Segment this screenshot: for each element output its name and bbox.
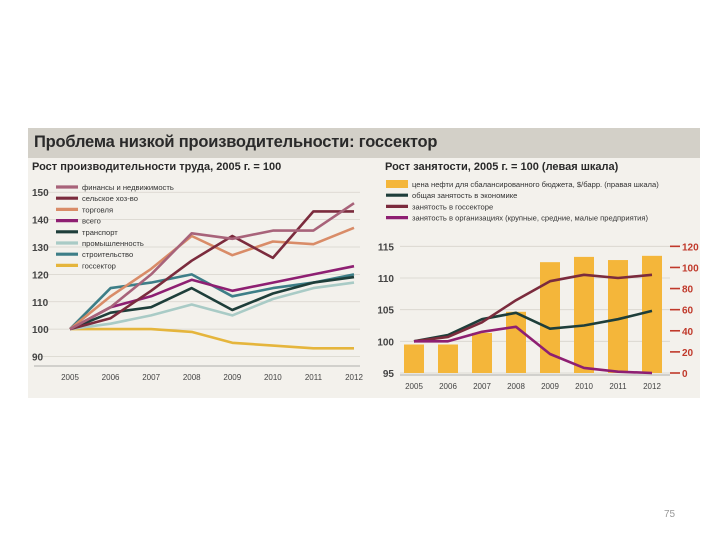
series-line (69, 210, 354, 331)
bar (472, 332, 492, 373)
figure-title: Проблема низкой производительности: госс… (34, 133, 438, 151)
bar (540, 262, 560, 373)
series-line (69, 281, 355, 331)
y-tick-label: 140 (32, 216, 49, 227)
legend-label: сельское хоз-во (82, 194, 138, 203)
left-y-tick-label: 110 (378, 274, 395, 285)
x-tick-label: 2005 (61, 373, 79, 382)
series-line (413, 309, 653, 343)
right-y-tick-label: 20 (682, 348, 694, 359)
y-tick-label: 150 (32, 188, 49, 199)
right-y-tick-label: 60 (682, 306, 694, 317)
legend-label: госсектор (82, 261, 116, 270)
series-line (69, 264, 355, 331)
x-tick-label: 2011 (609, 382, 627, 391)
right-y-tick-label: 120 (682, 242, 699, 253)
bar (404, 344, 424, 373)
bar (574, 256, 594, 373)
x-tick-label: 2010 (575, 382, 593, 391)
legend-label: торговля (82, 205, 113, 214)
left-y-tick-label: 100 (377, 337, 394, 348)
x-tick-label: 2009 (541, 382, 559, 391)
bar (642, 255, 662, 373)
left-y-tick-label: 95 (383, 369, 395, 380)
chart-figure: Проблема низкой производительности: госс… (28, 128, 700, 398)
legend-label: всего (82, 217, 101, 226)
legend-label: цена нефти для сбалансированного бюджета… (412, 180, 659, 189)
y-tick-label: 100 (32, 325, 49, 336)
series-line (69, 226, 355, 331)
y-tick-label: 110 (32, 298, 49, 309)
legend-swatch (386, 180, 408, 188)
legend-label: общая занятость в экономике (412, 191, 517, 200)
series-line (413, 273, 653, 343)
series-line (414, 325, 653, 375)
series-line (69, 202, 355, 331)
legend-label: промышленность (82, 239, 144, 248)
legend-label: занятость в организациях (крупные, средн… (412, 214, 649, 223)
right-y-tick-label: 0 (682, 369, 688, 380)
x-tick-label: 2010 (264, 373, 282, 382)
bar (506, 311, 526, 373)
right-y-tick-label: 80 (682, 285, 694, 296)
x-tick-label: 2007 (473, 382, 491, 391)
y-tick-label: 90 (32, 353, 44, 364)
legend-label: финансы и недвижимость (82, 183, 174, 192)
bar (438, 344, 458, 373)
legend-label: занятость в госсекторе (412, 202, 493, 211)
x-tick-label: 2006 (439, 382, 457, 391)
legend-label: транспорт (82, 228, 118, 237)
x-tick-label: 2009 (223, 373, 241, 382)
productivity-line-chart: 90 100 110 120 130 140 150 2005 2006 2007 2008 2009… (32, 183, 363, 382)
right-chart-title: Рост занятости, 2005 г. = 100 (левая шка… (385, 161, 619, 173)
right-y-tick-label: 100 (682, 263, 699, 274)
y-tick-label: 120 (32, 270, 49, 281)
bar (608, 260, 628, 373)
series-line (69, 275, 355, 331)
x-tick-label: 2011 (305, 373, 323, 382)
left-y-tick-label: 105 (377, 306, 394, 317)
x-tick-label: 2008 (183, 373, 201, 382)
x-tick-label: 2007 (142, 373, 160, 382)
x-tick-label: 2006 (102, 373, 120, 382)
x-tick-label: 2008 (507, 382, 525, 391)
x-tick-label: 2012 (643, 382, 661, 391)
right-y-tick-label: 40 (682, 327, 694, 338)
left-chart-title: Рост производительности труда, 2005 г. =… (32, 161, 282, 173)
slide-number: 75 (664, 509, 676, 520)
legend-label: строительство (82, 250, 133, 259)
series-line (70, 327, 354, 350)
x-tick-label: 2012 (345, 373, 363, 382)
x-tick-label: 2005 (405, 382, 423, 391)
employment-bar-line-chart: 95 100 105 110 115 0 20 40 60 80 100 120 2005 2006 200… (377, 180, 699, 391)
figure-banner: Проблема низкой производительности: госс… (28, 128, 700, 158)
left-y-tick-label: 115 (378, 242, 395, 253)
y-tick-label: 130 (32, 243, 49, 254)
